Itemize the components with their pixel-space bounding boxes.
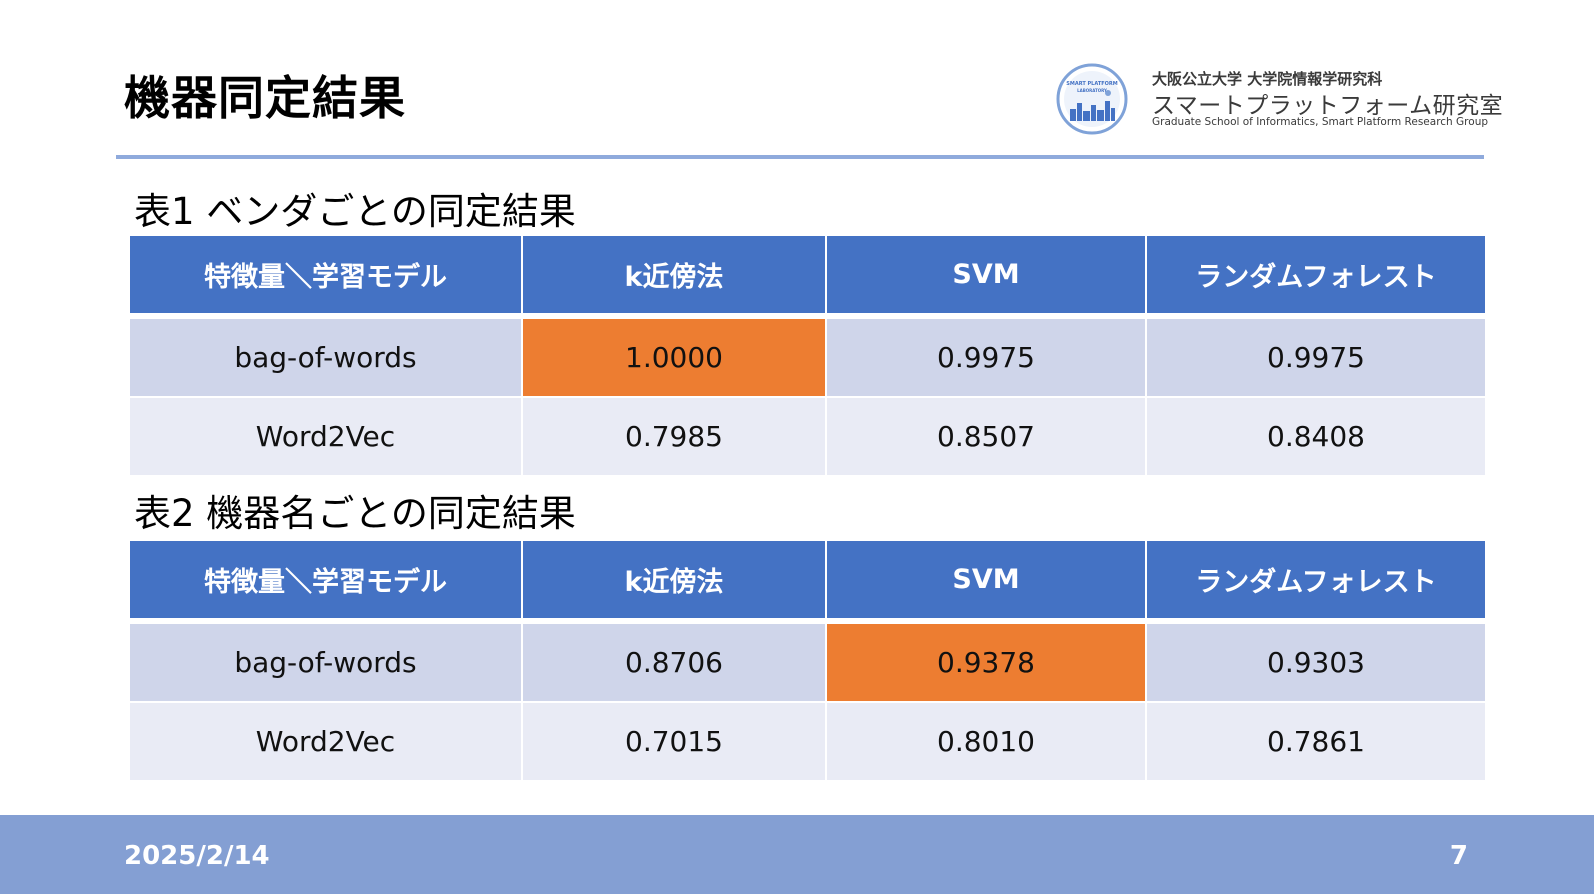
footer-bar: 2025/2/14 7 [0, 815, 1594, 894]
table-cell: 0.9378 [826, 621, 1147, 703]
table2-header-svm: SVM [826, 541, 1147, 624]
lab-university-name: 大阪公立大学 大学院情報学研究科 [1152, 70, 1383, 88]
lab-english-name: Graduate School of Informatics, Smart Pl… [1152, 116, 1489, 128]
table2-header-rf: ランダムフォレスト [1146, 541, 1485, 624]
lab-name: スマートプラットフォーム研究室 [1152, 93, 1504, 119]
logo-text-top: SMART PLATFORM [1066, 81, 1117, 87]
table1-header-feature: 特徴量＼学習モデル [130, 236, 523, 319]
table1-caption: 表1 ベンダごとの同定結果 [134, 190, 576, 233]
row-label: bag-of-words [130, 621, 523, 703]
table-cell: 0.9303 [1146, 621, 1485, 703]
lab-logo-icon: SMART PLATFORM LABORATORY [1056, 63, 1128, 135]
table-row: bag-of-words 0.8706 0.9378 0.9303 [130, 621, 1485, 703]
table-cell: 0.7015 [522, 702, 827, 782]
table1-header-knn: k近傍法 [522, 236, 827, 319]
table1: 特徴量＼学習モデル k近傍法 SVM ランダムフォレスト bag-of-word… [130, 236, 1485, 477]
table-cell: 0.9975 [1146, 316, 1485, 398]
table-cell: 0.7985 [522, 397, 827, 477]
table-row: Word2Vec 0.7015 0.8010 0.7861 [130, 702, 1485, 782]
table2-header-feature: 特徴量＼学習モデル [130, 541, 523, 624]
page-number: 7 [1449, 841, 1468, 871]
table-cell: 0.8706 [522, 621, 827, 703]
table1-header-svm: SVM [826, 236, 1147, 319]
footer-date: 2025/2/14 [124, 841, 270, 871]
table-cell: 0.8507 [826, 397, 1147, 477]
row-label: Word2Vec [130, 702, 523, 782]
table1-header-row: 特徴量＼学習モデル k近傍法 SVM ランダムフォレスト [130, 236, 1485, 319]
table-cell: 0.9975 [826, 316, 1147, 398]
title-divider [116, 155, 1484, 159]
row-label: bag-of-words [130, 316, 523, 398]
table1-header-rf: ランダムフォレスト [1146, 236, 1485, 319]
table2-caption: 表2 機器名ごとの同定結果 [134, 492, 576, 535]
row-label: Word2Vec [130, 397, 523, 477]
table2-header-row: 特徴量＼学習モデル k近傍法 SVM ランダムフォレスト [130, 541, 1485, 624]
slide-title: 機器同定結果 [124, 71, 406, 125]
table-cell: 0.8010 [826, 702, 1147, 782]
table-cell: 0.8408 [1146, 397, 1485, 477]
table-cell: 1.0000 [522, 316, 827, 398]
table-cell: 0.7861 [1146, 702, 1485, 782]
table-row: Word2Vec 0.7985 0.8507 0.8408 [130, 397, 1485, 477]
table2-header-knn: k近傍法 [522, 541, 827, 624]
table-row: bag-of-words 1.0000 0.9975 0.9975 [130, 316, 1485, 398]
table2: 特徴量＼学習モデル k近傍法 SVM ランダムフォレスト bag-of-word… [130, 541, 1485, 782]
logo-text-mid: LABORATORY [1077, 88, 1107, 93]
